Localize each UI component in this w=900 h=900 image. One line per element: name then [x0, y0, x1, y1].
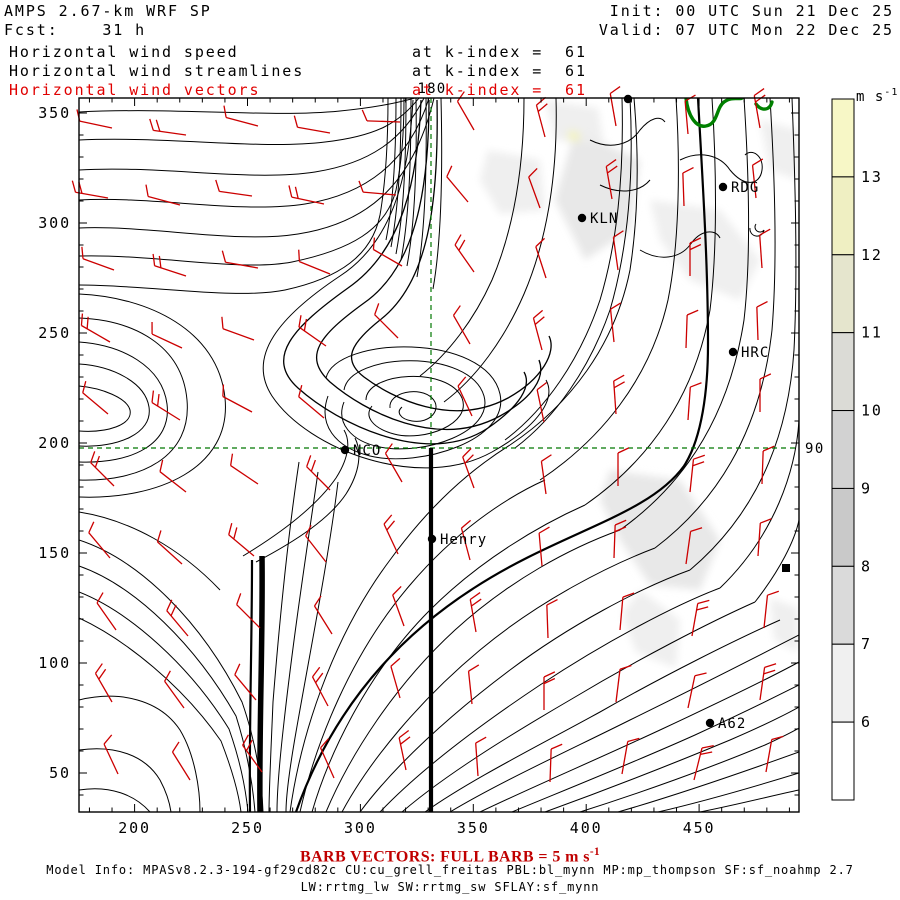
svg-text:250: 250	[38, 324, 71, 342]
layer-level-speed: at k-index = 61	[412, 43, 587, 61]
svg-text:7: 7	[861, 635, 872, 653]
forecast-hour: Fcst: 31 h	[4, 21, 147, 39]
svg-text:12: 12	[861, 246, 883, 264]
terrain-shading-layer	[480, 100, 798, 668]
svg-text:HRC: HRC	[741, 345, 769, 361]
svg-text:200: 200	[38, 434, 71, 452]
svg-text:150: 150	[38, 544, 71, 562]
map-border	[78, 97, 800, 813]
coastline-green	[684, 98, 744, 128]
svg-text:9: 9	[861, 479, 872, 497]
svg-text:8: 8	[861, 557, 872, 575]
svg-text:NCO: NCO	[353, 443, 381, 459]
svg-text:350: 350	[457, 819, 490, 837]
model-info-line1: Model Info: MPASv8.2.3-194-gf29cd82c CU:…	[46, 863, 854, 877]
model-title: AMPS 2.67-km WRF SP	[4, 2, 212, 20]
svg-text:300: 300	[344, 819, 377, 837]
svg-text:10: 10	[861, 402, 883, 420]
svg-text:50: 50	[49, 764, 71, 782]
layer-label-speed: Horizontal wind speed	[9, 43, 239, 61]
barb-legend: BARB VECTORS: FULL BARB = 5 m s-1	[300, 846, 600, 866]
wind-barbs-layer	[71, 86, 784, 783]
svg-text:300: 300	[38, 214, 71, 232]
station-markers-layer: RDG KLN HRC NCO Henry A62	[340, 94, 790, 732]
axis-ticks-layer: 200 250 300 350 400 450 50 100 150 200 250 300 350	[38, 98, 799, 837]
svg-text:KLN: KLN	[590, 211, 618, 227]
svg-text:400: 400	[570, 819, 603, 837]
layer-level-streamlines: at k-index = 61	[412, 62, 587, 80]
svg-text:m s-1: m s-1	[856, 87, 898, 105]
model-info-line2: LW:rrtmg_lw SW:rrtmg_sw SFLAY:sf_mynn	[300, 880, 600, 894]
svg-text:6: 6	[861, 713, 872, 731]
colorbar: 13 12 11 10 9 8 7 6 m s-1	[831, 87, 898, 801]
svg-text:450: 450	[683, 819, 716, 837]
svg-text:250: 250	[231, 819, 264, 837]
svg-text:200: 200	[118, 819, 151, 837]
svg-text:11: 11	[861, 324, 883, 342]
valid-time: Valid: 07 UTC Mon 22 Dec 25	[598, 21, 894, 39]
layer-level-vectors: at k-index = 61	[412, 81, 587, 99]
svg-text:180: 180	[418, 81, 447, 97]
svg-text:Henry: Henry	[440, 532, 487, 548]
layer-label-vectors: Horizontal wind vectors	[9, 81, 261, 99]
streamlines-layer	[79, 98, 799, 812]
svg-text:350: 350	[38, 104, 71, 122]
svg-text:100: 100	[38, 654, 71, 672]
init-time: Init: 00 UTC Sun 21 Dec 25	[609, 2, 894, 20]
svg-text:A62: A62	[718, 716, 746, 732]
svg-text:RDG: RDG	[731, 180, 759, 196]
layer-label-streamlines: Horizontal wind streamlines	[9, 62, 305, 80]
svg-text:13: 13	[861, 168, 883, 186]
